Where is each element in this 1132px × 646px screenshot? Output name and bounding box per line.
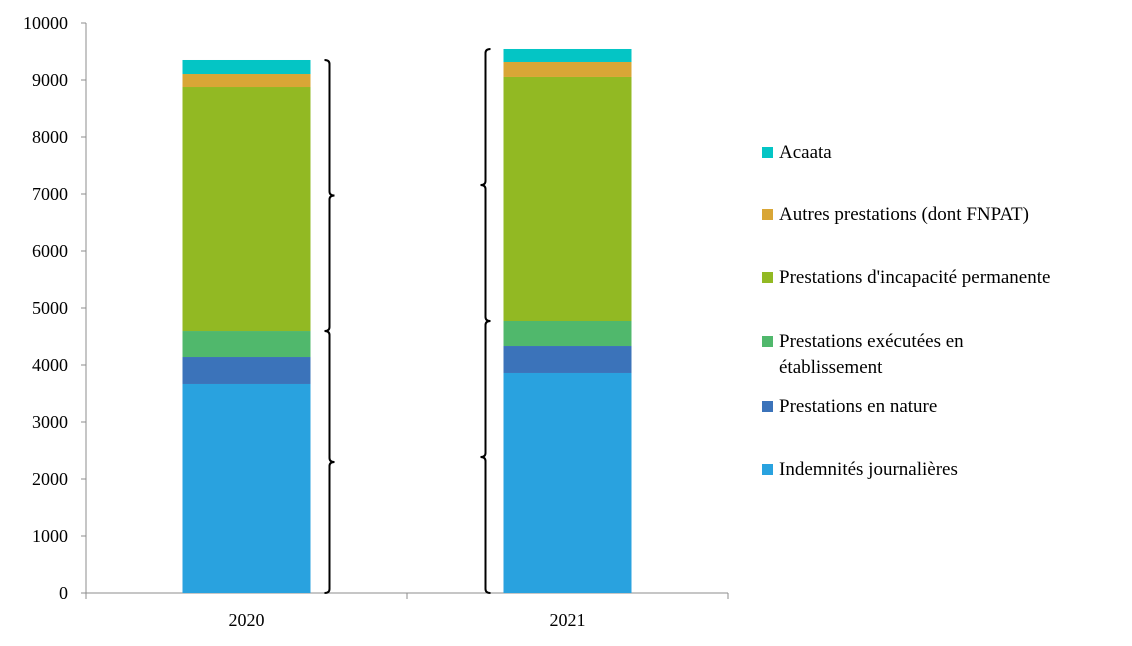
bar-segment-2 — [182, 331, 311, 358]
legend-swatch — [762, 147, 773, 158]
bar-segment-3 — [503, 76, 632, 321]
bar-segment-4 — [503, 61, 632, 77]
brace-annotation — [480, 47, 491, 322]
legend-swatch — [762, 401, 773, 412]
legend-swatch — [762, 272, 773, 283]
bar-segment-0 — [182, 383, 311, 593]
y-tick-label: 0 — [59, 583, 68, 603]
y-tick-label: 9000 — [32, 70, 68, 90]
legend-label: Autres prestations (dont FNPAT) — [779, 204, 1029, 225]
brace-annotation — [480, 319, 491, 594]
legend-label: Acaata — [779, 142, 832, 163]
bar-segment-1 — [503, 346, 632, 373]
bar-segment-5 — [503, 48, 632, 62]
bar-segment-3 — [182, 87, 311, 332]
legend-label: Prestations exécutées en — [779, 331, 964, 352]
y-tick-label: 8000 — [32, 127, 68, 147]
y-tick-label: 2000 — [32, 469, 68, 489]
bar-segment-5 — [182, 59, 311, 75]
legend-swatch — [762, 336, 773, 347]
y-tick-label: 4000 — [32, 355, 68, 375]
y-tick-label: 6000 — [32, 241, 68, 261]
legend-label: Prestations en nature — [779, 396, 937, 417]
legend-label: Indemnités journalières — [779, 459, 958, 480]
y-tick-label: 3000 — [32, 412, 68, 432]
legend-swatch — [762, 209, 773, 220]
bar-segment-0 — [503, 372, 632, 593]
brace-annotation — [324, 58, 335, 333]
brace-annotation — [324, 330, 335, 594]
y-tick-label: 7000 — [32, 184, 68, 204]
bar-segment-4 — [182, 74, 311, 88]
bar-segment-2 — [503, 320, 632, 347]
y-tick-label: 10000 — [23, 13, 68, 33]
x-tick-label: 2021 — [550, 610, 586, 630]
legend-label: Prestations d'incapacité permanente — [779, 267, 1050, 288]
bar-segment-1 — [182, 357, 311, 384]
x-tick-label: 2020 — [229, 610, 265, 630]
y-tick-label: 5000 — [32, 298, 68, 318]
legend-label: établissement — [779, 357, 883, 378]
legend-swatch — [762, 464, 773, 475]
y-tick-label: 1000 — [32, 526, 68, 546]
